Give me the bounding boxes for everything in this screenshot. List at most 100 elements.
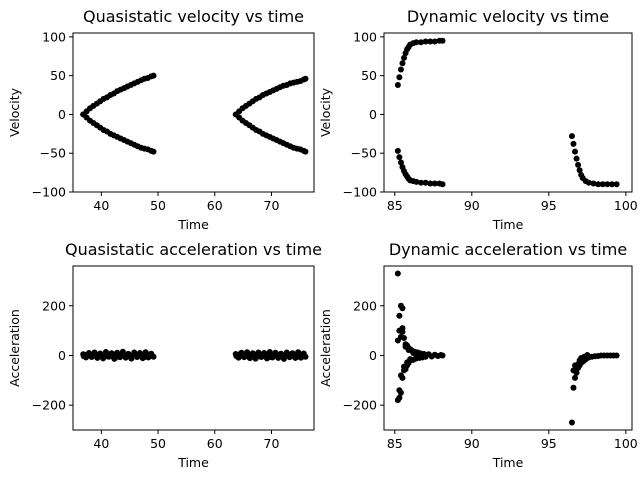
data-point xyxy=(427,38,434,45)
subplot-3: 40 50 60 70 −200 0 200 Quasistatic acceleration… xyxy=(7,240,322,470)
data-point xyxy=(397,159,404,166)
data-point xyxy=(431,180,438,187)
subplot-4: 85 90 95 100 −200 0 200 Dynamic acceleration vs… xyxy=(318,240,638,470)
y-tick-label: 200 xyxy=(42,298,66,313)
data-point xyxy=(401,363,408,370)
scatter-points xyxy=(394,37,620,188)
data-point xyxy=(422,38,429,45)
y-tick-label: 0 xyxy=(369,348,377,363)
data-point xyxy=(576,167,583,174)
data-point xyxy=(431,38,438,45)
data-point xyxy=(422,179,429,186)
axes-frame xyxy=(383,32,633,193)
chart-title: Dynamic velocity vs time xyxy=(407,7,609,26)
data-point xyxy=(399,328,406,335)
y-tick-label: 0 xyxy=(369,107,377,122)
data-point xyxy=(568,419,575,426)
y-tick-label: 200 xyxy=(353,298,377,313)
data-point xyxy=(572,374,579,381)
scatter-points xyxy=(394,270,620,426)
data-point xyxy=(401,54,408,61)
y-tick-label: 50 xyxy=(361,68,377,83)
data-point xyxy=(394,270,401,277)
x-tick-label: 85 xyxy=(387,198,403,213)
data-point xyxy=(599,181,606,188)
x-axis-label: Time xyxy=(177,217,209,232)
x-tick-label: 70 xyxy=(264,198,280,213)
x-tick-label: 100 xyxy=(614,436,638,451)
data-point xyxy=(573,155,580,162)
x-tick-label: 90 xyxy=(464,436,480,451)
scatter-points xyxy=(80,348,309,362)
y-axis-label: Velocity xyxy=(318,87,333,137)
y-tick-label: −100 xyxy=(343,185,377,200)
data-point xyxy=(585,179,592,186)
data-point xyxy=(568,133,575,140)
data-point xyxy=(413,178,420,185)
data-point xyxy=(394,397,401,404)
subplot-2: 85 90 95 100 −100 −50 0 50 100 Dynamic velocity v… xyxy=(318,7,638,232)
data-point xyxy=(150,72,157,79)
y-axis-label: Acceleration xyxy=(7,309,22,387)
data-point xyxy=(302,75,309,82)
y-tick-label: −50 xyxy=(351,146,377,161)
data-point xyxy=(399,60,406,67)
x-tick-label: 60 xyxy=(207,436,223,451)
y-tick-label: −50 xyxy=(40,146,66,161)
x-tick-label: 90 xyxy=(464,198,480,213)
data-point xyxy=(394,81,401,88)
data-point xyxy=(439,352,446,359)
axes-frame xyxy=(72,265,315,431)
x-tick-label: 95 xyxy=(541,436,557,451)
data-point xyxy=(427,180,434,187)
data-point xyxy=(405,346,412,353)
x-tick-label: 50 xyxy=(150,436,166,451)
data-point xyxy=(572,148,579,155)
y-axis-label: Velocity xyxy=(7,87,22,137)
x-tick-label: 70 xyxy=(264,436,280,451)
data-point xyxy=(401,335,408,342)
x-tick-label: 60 xyxy=(207,198,223,213)
x-axis-label: Time xyxy=(492,455,524,470)
chart-title: Quasistatic acceleration vs time xyxy=(65,240,322,259)
y-tick-label: 100 xyxy=(42,29,66,44)
data-point xyxy=(584,351,591,358)
data-point xyxy=(439,181,446,188)
subplot-1: 40 50 60 70 −100 −50 0 50 100 Quasistatic velocit… xyxy=(7,7,315,232)
data-point xyxy=(608,181,615,188)
axes-frame xyxy=(383,265,633,431)
x-tick-label: 40 xyxy=(93,198,109,213)
data-point xyxy=(416,351,423,358)
y-tick-label: −100 xyxy=(32,185,66,200)
data-point xyxy=(570,140,577,147)
y-tick-label: −200 xyxy=(32,398,66,413)
x-axis-label: Time xyxy=(492,217,524,232)
data-point xyxy=(148,352,155,359)
y-tick-label: 0 xyxy=(58,348,66,363)
x-axis-label: Time xyxy=(177,455,209,470)
chart-title: Dynamic acceleration vs time xyxy=(389,240,627,259)
scatter-points xyxy=(80,72,309,155)
data-point xyxy=(302,148,309,155)
data-point xyxy=(573,366,580,373)
data-point xyxy=(394,147,401,154)
data-point xyxy=(590,180,597,187)
data-point xyxy=(417,39,424,46)
data-point xyxy=(399,305,406,312)
data-point xyxy=(396,154,403,161)
data-point xyxy=(150,148,157,155)
data-point xyxy=(396,312,403,319)
x-tick-label: 95 xyxy=(541,198,557,213)
data-point xyxy=(613,352,620,359)
data-point xyxy=(439,37,446,44)
x-tick-label: 50 xyxy=(150,198,166,213)
x-tick-label: 40 xyxy=(93,436,109,451)
axes-frame xyxy=(72,32,315,193)
y-tick-label: 100 xyxy=(353,29,377,44)
chart-title: Quasistatic velocity vs time xyxy=(83,7,304,26)
data-point xyxy=(396,74,403,81)
y-tick-label: 0 xyxy=(58,107,66,122)
data-point xyxy=(397,372,404,379)
data-point xyxy=(407,356,414,363)
